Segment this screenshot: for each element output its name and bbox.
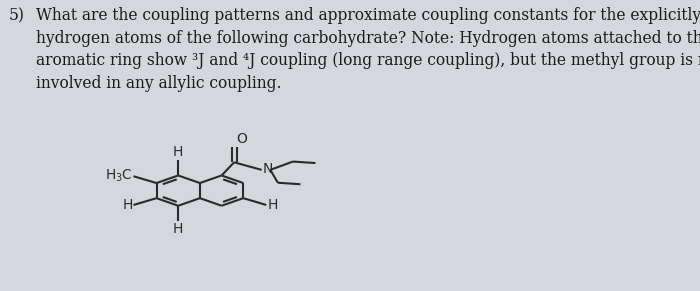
Text: 5): 5) [8,7,24,24]
Text: What are the coupling patterns and approximate coupling constants for the explic: What are the coupling patterns and appro… [36,7,700,92]
Text: H: H [122,198,132,212]
Text: O: O [237,132,247,146]
Text: H: H [173,222,183,236]
Text: N: N [262,162,273,176]
Text: H: H [267,198,278,212]
Text: H$_3$C: H$_3$C [105,168,132,184]
Text: H: H [173,145,183,159]
